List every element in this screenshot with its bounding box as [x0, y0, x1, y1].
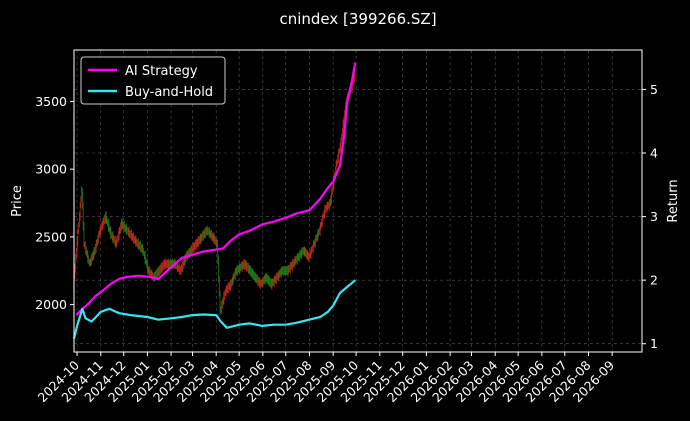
- y-left-tick-label: 3000: [35, 162, 67, 177]
- series-line-ai-strategy: [75, 62, 357, 316]
- y-left-tick-label: 2000: [35, 297, 67, 312]
- y-left-tick-label: 2500: [35, 229, 67, 244]
- y-right-tick-label: 2: [650, 273, 658, 288]
- y-right-tick-label: 5: [650, 82, 658, 97]
- series-line-buy-and-hold: [72, 279, 357, 339]
- legend: AI Strategy Buy-and-Hold: [80, 56, 226, 105]
- legend-label-buy-and-hold: Buy-and-Hold: [125, 85, 213, 100]
- y-right-tick-label: 3: [650, 209, 658, 224]
- chart-title: cnindex [399266.SZ]: [279, 10, 436, 28]
- series-lines: [72, 62, 357, 339]
- left-axis-ticks: 2000 2500 3000 3500: [35, 94, 74, 312]
- y-left-tick-label: 3500: [35, 94, 67, 109]
- legend-label-ai-strategy: AI Strategy: [125, 64, 198, 79]
- y-axis-left-label: Price: [10, 185, 25, 217]
- right-axis-ticks: 1 2 3 4 5: [642, 82, 658, 351]
- plot-frame: [73, 49, 643, 353]
- y-right-tick-label: 4: [650, 145, 658, 160]
- y-right-tick-label: 1: [650, 336, 658, 351]
- y-axis-right-label: Return: [666, 179, 681, 222]
